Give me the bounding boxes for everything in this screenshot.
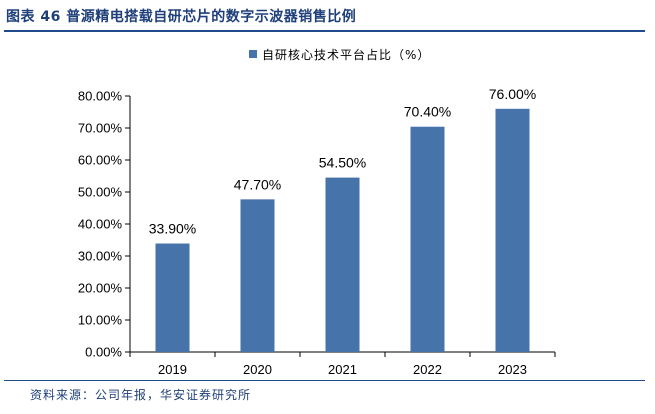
y-tick-label: 50.00%	[78, 185, 123, 200]
data-label: 70.40%	[404, 104, 451, 120]
data-label: 47.70%	[234, 176, 281, 192]
bars	[155, 108, 530, 352]
legend-label: 自研核心技术平台占比（%）	[262, 47, 430, 62]
x-tick-label: 2019	[158, 362, 187, 377]
x-tick-label: 2021	[328, 362, 357, 377]
y-tick-label: 30.00%	[78, 249, 123, 264]
bar	[240, 199, 275, 352]
data-labels: 33.90% 47.70% 54.50% 70.40% 76.00%	[149, 86, 536, 237]
data-label: 54.50%	[319, 155, 366, 171]
y-tick-label: 40.00%	[78, 217, 123, 232]
y-tick-label: 10.00%	[78, 313, 123, 328]
legend-swatch	[249, 50, 257, 58]
legend: 自研核心技术平台占比（%）	[249, 47, 430, 62]
source-divider	[4, 380, 645, 381]
source-note: 资料来源：公司年报，华安证券研究所	[30, 388, 252, 402]
bar	[495, 108, 530, 352]
y-tick-label: 80.00%	[78, 89, 123, 104]
data-label: 33.90%	[149, 221, 196, 237]
y-tick-label: 20.00%	[78, 281, 123, 296]
y-tick-label: 0.00%	[85, 345, 122, 360]
y-tick-label: 60.00%	[78, 153, 123, 168]
x-tick-label: 2020	[243, 362, 272, 377]
chart-title: 图表 46 普源精电搭载自研芯片的数字示波器销售比例	[6, 9, 357, 25]
x-tick-label: 2023	[498, 362, 527, 377]
title-divider	[4, 30, 645, 32]
data-label: 76.00%	[489, 86, 536, 102]
bar	[410, 126, 445, 352]
bar	[325, 177, 360, 352]
axes: 0.00% 10.00% 20.00% 30.00% 40.00% 50.00% 60.00…	[78, 89, 556, 377]
x-tick-label: 2022	[413, 362, 442, 377]
y-tick-label: 70.00%	[78, 121, 123, 136]
bar	[155, 243, 190, 352]
